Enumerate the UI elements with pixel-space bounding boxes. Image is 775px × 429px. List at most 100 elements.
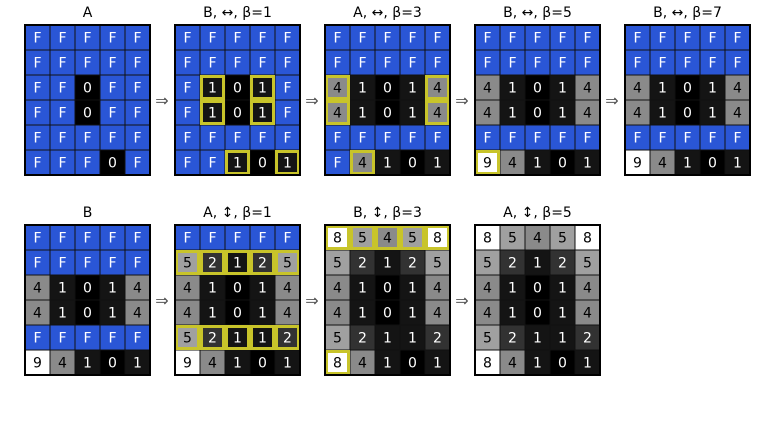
grid-border	[474, 224, 601, 376]
cell-value: F	[133, 256, 141, 272]
cell-value: F	[108, 131, 116, 147]
grid-cell	[549, 74, 576, 101]
cell-value: 4	[333, 81, 342, 97]
cell-value: 0	[233, 281, 242, 297]
cell-value: F	[283, 31, 291, 47]
cell-value: F	[83, 231, 91, 247]
cell-value: F	[733, 31, 741, 47]
grid-cell	[724, 149, 751, 176]
step-arrow: ⇒	[155, 91, 168, 110]
cell-value: 0	[383, 106, 392, 122]
cell-value: 5	[558, 231, 567, 247]
cell-value: F	[633, 31, 641, 47]
cell-value: F	[108, 231, 116, 247]
highlight-cell	[375, 225, 400, 250]
cell-value: 1	[383, 156, 392, 172]
grid-cell	[249, 299, 276, 326]
highlight-cell	[325, 75, 350, 100]
cell-value: 1	[233, 356, 242, 372]
grid-cell	[74, 299, 101, 326]
highlight-cell	[200, 325, 225, 350]
cell-value: F	[283, 131, 291, 147]
cell-value: F	[258, 231, 266, 247]
cell-value: F	[58, 81, 66, 97]
cell-value: 0	[408, 156, 417, 172]
cell-value: F	[333, 56, 341, 72]
grid-border	[324, 24, 451, 176]
cell-value: F	[408, 131, 416, 147]
grid-cell	[49, 124, 76, 151]
grid-border	[474, 24, 601, 176]
cell-value: F	[383, 56, 391, 72]
grid-cell	[374, 99, 401, 126]
cell-value: 4	[333, 281, 342, 297]
cell-value: 0	[83, 306, 92, 322]
highlight-cell	[200, 100, 225, 125]
cell-value: F	[408, 31, 416, 47]
grid-cell	[124, 299, 151, 326]
highlight-cell	[325, 225, 350, 250]
grid-cell	[224, 249, 251, 276]
grid-cell	[549, 149, 576, 176]
grid-cell	[349, 249, 376, 276]
cell-value: 5	[583, 256, 592, 272]
cell-value: 1	[508, 81, 517, 97]
cell-value: 9	[483, 156, 492, 172]
cell-value: F	[58, 131, 66, 147]
cell-value: 0	[533, 106, 542, 122]
grid-cell	[524, 49, 551, 76]
cell-value: 2	[558, 256, 567, 272]
cell-value: 1	[208, 106, 217, 122]
grid-border	[174, 24, 301, 176]
grid-border	[324, 224, 451, 376]
grid-cell	[274, 299, 301, 326]
cell-value: 0	[383, 81, 392, 97]
cell-value: F	[533, 31, 541, 47]
cell-value: F	[33, 331, 41, 347]
cell-value: F	[58, 31, 66, 47]
grid-cell	[174, 124, 201, 151]
cell-value: F	[233, 31, 241, 47]
grid-panel: B, ↔, β=1F F F F FF F F F FF 1 0 1 FF 1 0 1 FF F F F FF F 1 0 1	[174, 5, 301, 176]
cell-value: F	[583, 56, 591, 72]
grid-cell	[374, 24, 401, 51]
cell-value: F	[558, 56, 566, 72]
grid-cell	[574, 99, 601, 126]
cell-value: 1	[58, 306, 67, 322]
cell-value: 1	[208, 306, 217, 322]
grid-cell	[624, 124, 651, 151]
grid-panel: BF F F F FF F F F F4 1 0 1 44 1 0 1 4F F F F F9 4 1 0 1	[24, 205, 151, 376]
grid-cell	[99, 249, 126, 276]
cell-value: 0	[83, 106, 92, 122]
highlight-cell	[225, 325, 250, 350]
cell-value: 4	[358, 356, 367, 372]
cell-value: F	[633, 56, 641, 72]
cell-value: 2	[208, 331, 217, 347]
grid-cell	[699, 74, 726, 101]
grid-cell	[349, 49, 376, 76]
panel-title: A, ↕, β=1	[203, 205, 272, 221]
cell-value: F	[433, 131, 441, 147]
cell-value: 0	[108, 356, 117, 372]
cell-value: 1	[258, 331, 267, 347]
grid-cell	[199, 299, 226, 326]
cell-value: 9	[183, 356, 192, 372]
cell-value: 1	[358, 81, 367, 97]
panel-title: B	[83, 205, 93, 221]
cell-value: 1	[408, 306, 417, 322]
cell-value: F	[258, 131, 266, 147]
cell-value: 4	[33, 306, 42, 322]
cell-value: 0	[258, 156, 267, 172]
cell-value: 2	[208, 256, 217, 272]
cell-value: 0	[258, 356, 267, 372]
cell-value: 4	[433, 81, 442, 97]
grid-cell	[724, 124, 751, 151]
grid-cell	[474, 249, 501, 276]
highlight-cell	[400, 225, 425, 250]
grid-cell	[399, 249, 426, 276]
cell-value: 8	[483, 231, 492, 247]
highlight-cell	[350, 225, 375, 250]
grid-cell	[524, 99, 551, 126]
cell-value: F	[83, 56, 91, 72]
